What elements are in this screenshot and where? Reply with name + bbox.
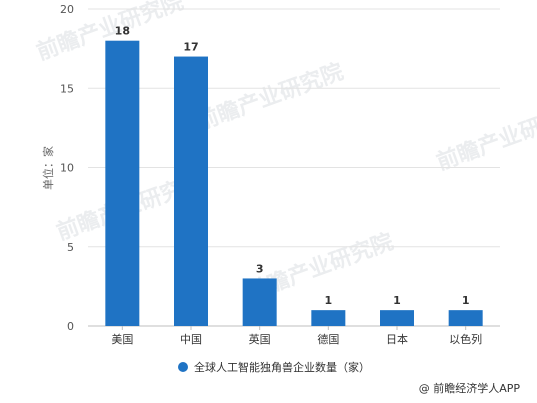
data-label: 18 <box>115 25 130 38</box>
source-credit: @ 前瞻经济学人APP <box>419 381 521 395</box>
bar-5 <box>448 310 483 326</box>
x-tick-label: 以色列 <box>449 332 482 346</box>
x-tick-label: 英国 <box>249 332 271 346</box>
y-tick-label: 20 <box>60 3 74 16</box>
x-tick-label: 德国 <box>317 332 339 346</box>
legend: 全球人工智能独角兽企业数量（家） <box>178 360 370 374</box>
watermark-5: 前瞻产业研究院 <box>433 99 537 176</box>
bar-0 <box>105 40 140 326</box>
data-label: 1 <box>325 294 333 307</box>
x-tick-label: 美国 <box>111 333 133 346</box>
data-labels: 18 17 3 1 1 1 <box>115 25 470 307</box>
y-tick-label: 0 <box>67 320 74 333</box>
y-tick-label: 15 <box>60 82 74 95</box>
gridlines <box>88 8 500 327</box>
bar-1 <box>174 56 208 327</box>
data-label: 17 <box>183 41 198 54</box>
data-label: 1 <box>393 294 401 307</box>
bar-3 <box>311 310 346 326</box>
data-label: 3 <box>256 262 264 275</box>
legend-label: 全球人工智能独角兽企业数量（家） <box>194 360 370 374</box>
bar-4 <box>380 310 414 326</box>
y-tick-label: 10 <box>60 162 74 175</box>
x-tick-label: 中国 <box>180 333 202 346</box>
legend-swatch <box>178 362 188 372</box>
x-tick-label: 日本 <box>386 332 408 346</box>
x-axis-labels: 美国 中国 英国 德国 日本 以色列 <box>111 326 482 346</box>
watermark-2: 前瞻产业研究院 <box>193 59 347 136</box>
y-axis-ticks: 0 5 10 15 20 <box>60 3 74 333</box>
y-axis-title: 单位：家 <box>41 146 55 190</box>
y-tick-label: 5 <box>67 241 74 254</box>
data-label: 1 <box>462 294 470 307</box>
bars <box>105 40 483 327</box>
bar-2 <box>242 278 277 326</box>
